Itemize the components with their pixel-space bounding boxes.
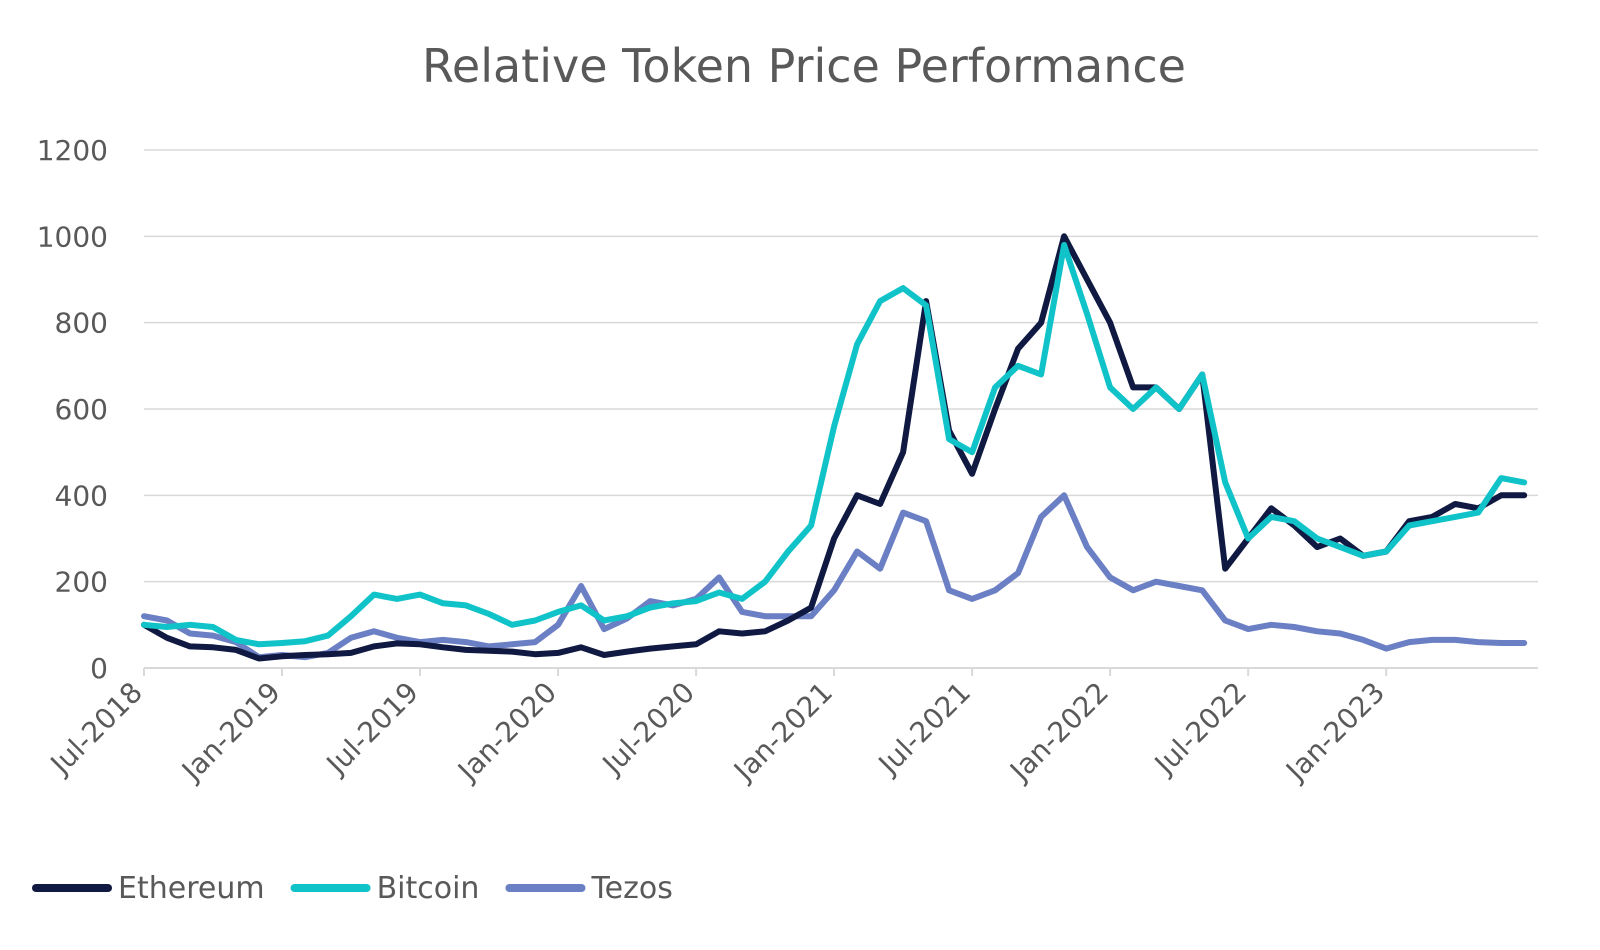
gridlines	[144, 149, 1538, 669]
y-tick-label: 1000	[37, 220, 108, 253]
chart-title: Relative Token Price Performance	[422, 39, 1186, 93]
series-line-ethereum	[141, 233, 1528, 662]
series-line-tezos	[141, 492, 1528, 661]
legend-label-bitcoin: Bitcoin	[377, 871, 480, 906]
x-tick-label: Jul-2020	[595, 676, 701, 782]
x-tick-label: Jul-2021	[871, 676, 977, 782]
series-lines	[141, 233, 1528, 662]
legend: Ethereum Bitcoin Tezos	[32, 871, 673, 906]
x-axis-tick-labels: Jul-2018 Jan-2019 Jul-2019 Jan-2020 Jul-2020…	[43, 668, 1391, 788]
legend-label-ethereum: Ethereum	[118, 871, 265, 906]
legend-label-tezos: Tezos	[590, 871, 672, 906]
y-axis-tick-labels: 0 200 400 600 800 1000 1200	[37, 134, 108, 685]
x-tick-label: Jan-2020	[450, 676, 563, 789]
x-tick-label: Jul-2019	[319, 676, 425, 782]
y-tick-label: 800	[55, 307, 108, 340]
x-tick-label: Jul-2022	[1147, 676, 1253, 782]
y-tick-label: 1200	[37, 134, 108, 167]
x-tick-label: Jul-2018	[43, 676, 149, 782]
y-tick-label: 0	[90, 652, 108, 685]
y-tick-label: 600	[55, 393, 108, 426]
y-tick-label: 200	[55, 566, 108, 599]
series-line-bitcoin	[141, 242, 1528, 648]
x-tick-label: Jan-2019	[174, 676, 287, 789]
x-tick-label: Jan-2021	[726, 676, 839, 789]
x-tick-label: Jan-2022	[1002, 676, 1115, 789]
x-tick-label: Jan-2023	[1278, 676, 1391, 789]
y-tick-label: 400	[55, 479, 108, 512]
